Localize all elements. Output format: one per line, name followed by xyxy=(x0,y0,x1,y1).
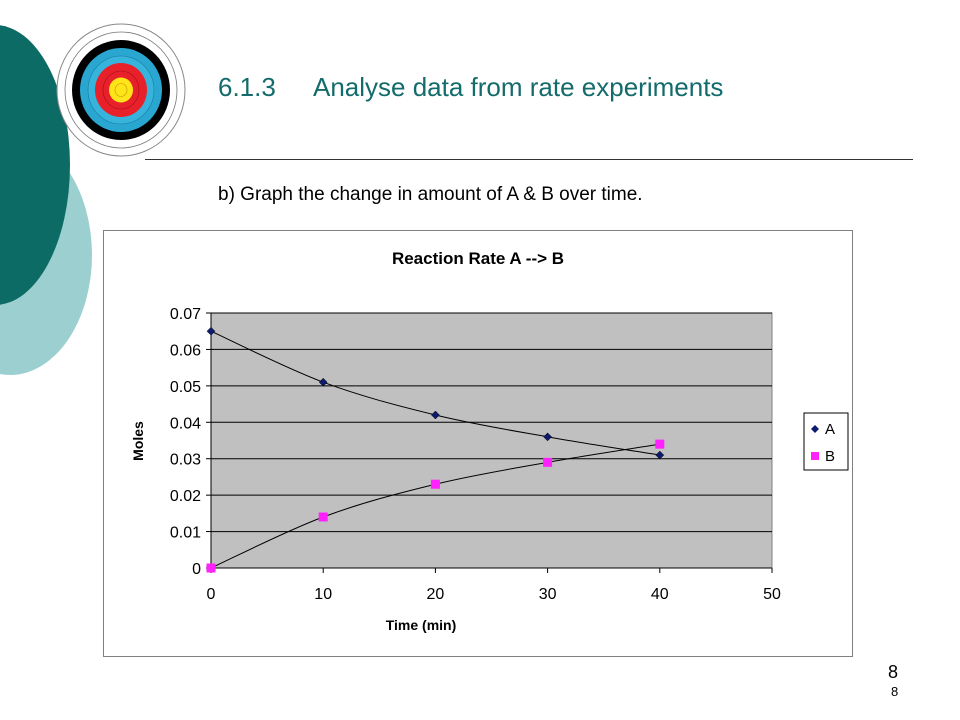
x-axis-title: Time (min) xyxy=(386,617,457,633)
y-axis-ticks: 0 0.01 0.02 0.03 0.04 0.05 0.06 0.07 xyxy=(170,306,212,578)
x-tick-label: 40 xyxy=(651,586,669,603)
legend-marker-B xyxy=(811,452,819,460)
y-tick-label: 0.07 xyxy=(170,306,201,323)
series-layer xyxy=(206,326,665,573)
y-tick-label: 0 xyxy=(192,561,201,578)
x-tick-label: 30 xyxy=(539,586,557,603)
y-tick-label: 0.03 xyxy=(170,452,201,469)
grid-lines xyxy=(211,312,772,533)
legend: AB xyxy=(803,412,849,471)
slide-subtitle: b) Graph the change in amount of A & B o… xyxy=(218,184,643,205)
y-axis-title: Moles xyxy=(130,421,146,461)
data-point-A xyxy=(431,410,440,420)
target-logo-icon xyxy=(56,23,186,157)
page-number-small: 8 xyxy=(891,684,899,699)
data-point-B xyxy=(206,563,216,573)
page-number: 8 xyxy=(888,662,899,682)
data-point-B xyxy=(543,457,553,467)
title-text: Analyse data from rate experiments xyxy=(313,72,724,102)
y-tick-label: 0.02 xyxy=(170,488,201,505)
legend-box xyxy=(803,412,849,471)
chart-title: Reaction Rate A --> B xyxy=(392,249,564,268)
y-tick-label: 0.06 xyxy=(170,342,201,359)
x-tick-label: 50 xyxy=(763,586,781,603)
data-point-A xyxy=(318,377,328,387)
slide-title: 6.1.3 Analyse data from rate experiments xyxy=(218,72,723,103)
data-point-A xyxy=(206,326,216,336)
x-axis-ticks: 0 10 20 30 40 50 xyxy=(207,567,781,603)
x-tick-label: 0 xyxy=(207,586,216,603)
section-number: 6.1.3 xyxy=(218,72,276,102)
title-divider xyxy=(145,159,913,160)
plot-area xyxy=(210,312,773,569)
data-point-B xyxy=(318,512,328,522)
x-tick-label: 10 xyxy=(314,586,332,603)
data-point-A xyxy=(655,450,665,460)
decorative-background xyxy=(0,25,92,375)
legend-label-A: A xyxy=(825,421,835,438)
y-tick-label: 0.05 xyxy=(170,379,201,396)
y-tick-label: 0.01 xyxy=(170,525,201,542)
y-tick-label: 0.04 xyxy=(170,415,201,432)
data-point-A xyxy=(543,432,552,442)
data-point-B xyxy=(655,439,665,449)
x-tick-label: 20 xyxy=(427,586,445,603)
data-point-B xyxy=(430,479,440,489)
legend-marker-A xyxy=(811,425,819,433)
dark-teal-shape xyxy=(0,25,70,305)
reaction-rate-chart: Reaction Rate A --> B 00.010.020.030.040… xyxy=(130,249,849,633)
legend-label-B: B xyxy=(825,448,835,465)
